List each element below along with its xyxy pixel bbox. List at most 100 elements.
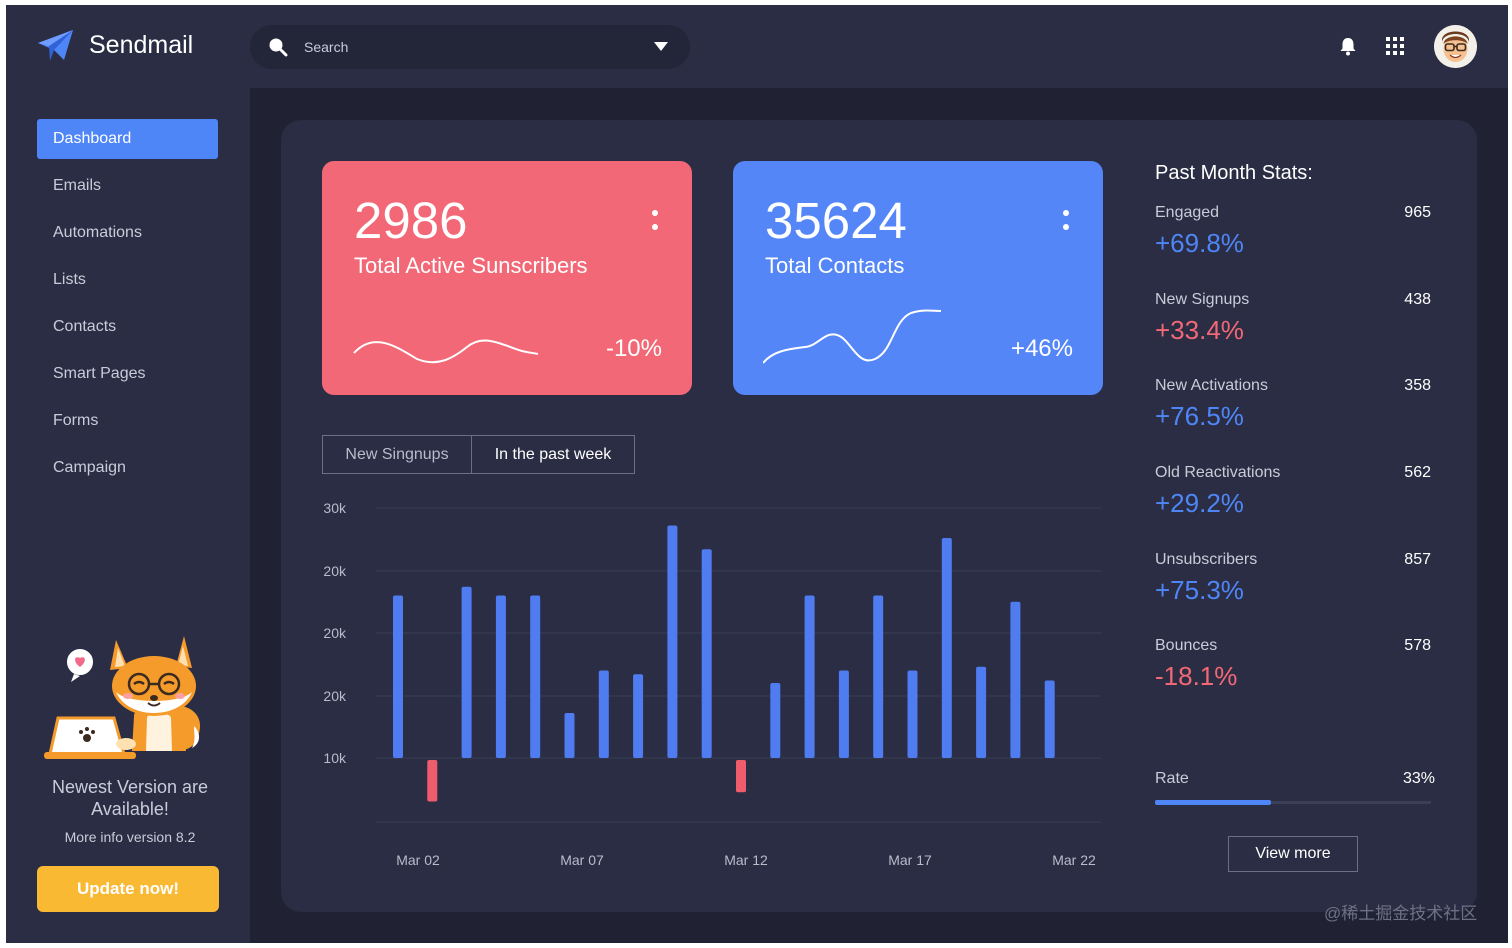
x-tick-label: Mar 17 bbox=[888, 852, 932, 868]
search-icon bbox=[269, 38, 288, 57]
stat-change: +29.2% bbox=[1155, 488, 1244, 518]
y-tick-label: 20k bbox=[323, 625, 347, 641]
sidebar-item-dashboard[interactable]: Dashboard bbox=[37, 119, 218, 159]
chevron-down-icon[interactable] bbox=[654, 42, 668, 51]
signups-bar-chart: 30k 20k 20k 20k 10k Mar 02 Mar 07 Mar 12 Mar 17 M… bbox=[323, 500, 1101, 868]
bar bbox=[941, 538, 952, 758]
x-tick-label: Mar 12 bbox=[724, 852, 768, 868]
rate-progress-bar bbox=[1155, 800, 1431, 805]
update-now-button[interactable]: Update now! bbox=[37, 866, 219, 912]
stat-name: New Activations bbox=[1155, 377, 1268, 394]
stat-row: Unsubscribers 857 +75.3% bbox=[1155, 551, 1435, 621]
bar bbox=[701, 549, 712, 758]
stat-count: 358 bbox=[1404, 377, 1431, 394]
search-input[interactable] bbox=[304, 25, 634, 69]
dashboard-panel: 2986 Total Active Sunscribers -10% 35624… bbox=[281, 120, 1477, 912]
main-content: 2986 Total Active Sunscribers -10% 35624… bbox=[250, 88, 1508, 943]
bar bbox=[1010, 601, 1021, 758]
stat-row: Bounces 578 -18.1% bbox=[1155, 637, 1435, 707]
sidebar-item-emails[interactable]: Emails bbox=[53, 177, 102, 194]
stat-row: New Signups 438 +33.4% bbox=[1155, 291, 1435, 361]
stat-row: New Activations 358 +76.5% bbox=[1155, 377, 1435, 447]
stat-name: Engaged bbox=[1155, 204, 1220, 221]
rate-label: Rate bbox=[1155, 770, 1189, 787]
sidebar-item-automations[interactable]: Automations bbox=[53, 224, 142, 241]
stat-change: +75.3% bbox=[1155, 575, 1244, 605]
watermark: @稀土掘金技术社区 bbox=[1324, 904, 1478, 923]
bar bbox=[495, 595, 506, 758]
rate-progress-fill bbox=[1155, 800, 1271, 805]
sidebar-item-forms[interactable]: Forms bbox=[53, 412, 99, 429]
card-label: Total Contacts bbox=[765, 253, 905, 278]
app-window: Sendmail bbox=[6, 5, 1508, 943]
bar bbox=[633, 674, 644, 758]
x-tick-label: Mar 07 bbox=[560, 852, 604, 868]
stat-change: -18.1% bbox=[1155, 661, 1238, 691]
stat-count: 562 bbox=[1404, 464, 1431, 481]
stat-count: 857 bbox=[1404, 551, 1431, 568]
stat-change: +76.5% bbox=[1155, 401, 1244, 431]
kebab-menu-icon[interactable] bbox=[650, 209, 660, 235]
bar bbox=[393, 595, 403, 758]
tab-past-week[interactable]: In the past week bbox=[471, 435, 635, 474]
stat-row: Old Reactivations 562 +29.2% bbox=[1155, 464, 1435, 534]
kebab-menu-icon[interactable] bbox=[1061, 209, 1071, 235]
contacts-card[interactable]: 35624 Total Contacts +46% bbox=[733, 161, 1103, 395]
sidebar-item-campaign[interactable]: Campaign bbox=[53, 459, 126, 476]
bar bbox=[770, 683, 781, 758]
bar bbox=[907, 670, 918, 758]
card-change: +46% bbox=[1010, 335, 1073, 362]
stat-count: 578 bbox=[1404, 637, 1431, 654]
stats-title: Past Month Stats: bbox=[1155, 162, 1313, 184]
bar bbox=[530, 595, 541, 758]
tab-new-signups[interactable]: New Singnups bbox=[322, 435, 472, 474]
bell-icon[interactable] bbox=[1339, 36, 1357, 56]
bar bbox=[667, 525, 678, 758]
stat-name: Old Reactivations bbox=[1155, 464, 1281, 481]
x-tick-label: Mar 22 bbox=[1052, 852, 1096, 868]
sidebar-item-smart-pages[interactable]: Smart Pages bbox=[53, 365, 146, 382]
card-label: Total Active Sunscribers bbox=[354, 253, 588, 278]
rate-value: 33% bbox=[1402, 770, 1435, 787]
view-more-button[interactable]: View more bbox=[1228, 836, 1358, 872]
sidebar-item-lists[interactable]: Lists bbox=[53, 271, 86, 288]
card-change: -10% bbox=[605, 335, 662, 362]
sidebar-item-contacts[interactable]: Contacts bbox=[53, 318, 117, 335]
bar-negative bbox=[427, 760, 438, 802]
paper-plane-icon[interactable] bbox=[36, 29, 74, 63]
card-value: 35624 bbox=[765, 192, 907, 249]
fox-laptop-illustration bbox=[44, 636, 201, 759]
sidebar: Dashboard Emails Automations Lists Conta… bbox=[6, 88, 250, 943]
bar bbox=[564, 713, 575, 758]
x-tick-label: Mar 02 bbox=[396, 852, 440, 868]
bar bbox=[598, 670, 609, 758]
bar bbox=[838, 670, 849, 758]
y-tick-label: 10k bbox=[323, 750, 347, 766]
promo-subtitle: More info version 8.2 bbox=[64, 829, 196, 845]
stat-name: New Signups bbox=[1155, 291, 1250, 308]
bar bbox=[873, 595, 884, 758]
sparkline-icon bbox=[763, 309, 942, 364]
y-tick-label: 20k bbox=[323, 563, 347, 579]
stat-count: 965 bbox=[1404, 204, 1431, 221]
stat-change: +69.8% bbox=[1155, 228, 1244, 258]
stat-row: Engaged 965 +69.8% bbox=[1155, 204, 1435, 274]
avatar[interactable] bbox=[1434, 25, 1477, 68]
top-bar: Sendmail bbox=[6, 5, 1508, 88]
bar-negative bbox=[736, 760, 746, 793]
y-tick-label: 30k bbox=[323, 500, 347, 516]
subscribers-card[interactable]: 2986 Total Active Sunscribers -10% bbox=[322, 161, 692, 395]
y-tick-label: 20k bbox=[323, 688, 347, 704]
stat-name: Unsubscribers bbox=[1155, 551, 1258, 568]
stat-count: 438 bbox=[1404, 291, 1431, 308]
search-bar[interactable] bbox=[250, 25, 690, 69]
bar bbox=[804, 595, 815, 758]
bar bbox=[461, 586, 472, 758]
bar bbox=[1044, 680, 1055, 758]
brand-name[interactable]: Sendmail bbox=[89, 31, 194, 59]
promo-title: Newest Version are Available! bbox=[51, 777, 209, 819]
sparkline-icon bbox=[353, 339, 539, 364]
card-value: 2986 bbox=[354, 192, 468, 249]
stat-name: Bounces bbox=[1155, 637, 1218, 654]
grid-icon[interactable] bbox=[1386, 37, 1404, 55]
